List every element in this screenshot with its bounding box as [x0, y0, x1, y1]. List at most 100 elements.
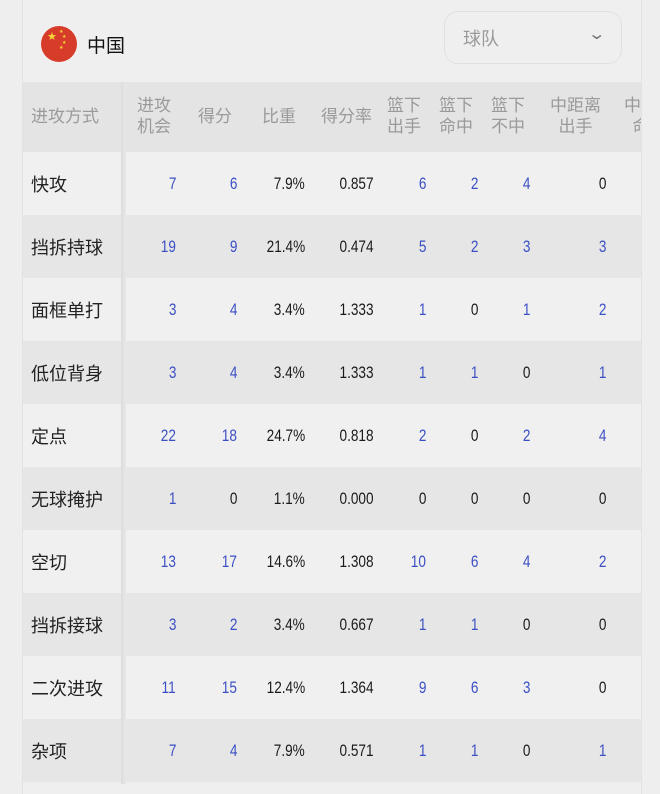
cell-value: 2 — [598, 299, 606, 319]
attack-type: 空切 — [31, 552, 67, 574]
table-cell[interactable]: 22 — [157, 404, 176, 467]
table-row: 无球掩护 1 0 1.1% 0.000 0 0 0 0 — [23, 467, 641, 530]
column-header-label: 中距离命中 — [624, 96, 641, 137]
cell-value: 1 — [522, 299, 530, 319]
cell-value: 18 — [221, 425, 237, 445]
table-cell[interactable]: 6 — [417, 152, 426, 215]
cell-value: 21.4% — [266, 236, 305, 256]
table-cell[interactable]: 4 — [228, 278, 237, 341]
table-row: 二次进攻 11 15 12.4% 1.364 9 6 3 0 — [23, 656, 641, 719]
table-cell[interactable]: 1 — [417, 593, 426, 656]
cell-value: 4 — [229, 299, 237, 319]
table-cell[interactable]: 2 — [469, 215, 478, 278]
column-header[interactable]: 篮下命中 — [438, 82, 474, 152]
table-cell[interactable]: 4 — [597, 404, 606, 467]
table-cell[interactable]: 6 — [228, 152, 237, 215]
cell-value: 11 — [161, 677, 176, 697]
cell-value: 1.333 — [339, 362, 374, 382]
table-cell[interactable]: 1 — [417, 278, 426, 341]
table-cell[interactable]: 9 — [417, 656, 426, 719]
table-cell[interactable]: 1 — [469, 341, 478, 404]
table-cell: 7.9% — [266, 152, 305, 215]
table-cell[interactable]: 3 — [167, 278, 176, 341]
table-cell[interactable]: 3 — [521, 656, 530, 719]
cell-value: 1.364 — [339, 677, 374, 697]
column-header-label: 进攻机会 — [137, 96, 171, 137]
column-header[interactable]: 进攻方式 — [31, 82, 111, 152]
table-cell[interactable]: 1 — [417, 341, 426, 404]
table-cell[interactable]: 4 — [228, 719, 237, 782]
attack-type: 杂项 — [31, 741, 67, 763]
stats-card: ★ ★ ★ ★ ★ 中国 球队 ⌄ 进攻方式 进攻机会 得分 比重 得分率 篮下出手 篮下命… — [22, 0, 642, 794]
table-cell[interactable]: 4 — [228, 341, 237, 404]
table-cell[interactable]: 1 — [521, 278, 530, 341]
team-header: ★ ★ ★ ★ ★ 中国 球队 ⌄ — [23, 0, 641, 82]
table-cell[interactable]: 15 — [218, 656, 237, 719]
table-cell[interactable]: 4 — [521, 152, 530, 215]
table-cell[interactable]: 5 — [417, 215, 426, 278]
column-header-label: 篮下不中 — [491, 96, 525, 137]
table-cell[interactable]: 2 — [469, 152, 478, 215]
attack-type: 二次进攻 — [31, 678, 103, 700]
cell-value: 1.308 — [339, 551, 374, 571]
table-cell[interactable]: 2 — [597, 530, 606, 593]
cell-value: 1 — [418, 362, 426, 382]
column-header[interactable]: 篮下不中 — [490, 82, 526, 152]
table-cell[interactable]: 10 — [407, 530, 426, 593]
column-header[interactable]: 进攻机会 — [136, 82, 172, 152]
column-header[interactable]: 得分 — [197, 82, 233, 152]
table-cell[interactable]: 1 — [469, 593, 478, 656]
table-cell[interactable]: 3 — [521, 215, 530, 278]
cell-value: 19 — [160, 236, 176, 256]
table-cell[interactable]: 2 — [417, 404, 426, 467]
column-header[interactable]: 得分率 — [320, 82, 373, 152]
column-header-label: 进攻方式 — [31, 106, 99, 127]
table-cell[interactable]: 2 — [597, 278, 606, 341]
table-cell[interactable]: 18 — [218, 404, 237, 467]
table-cell[interactable]: 1 — [167, 467, 176, 530]
cell-value: 0.474 — [339, 236, 374, 256]
table-cell[interactable]: 4 — [521, 530, 530, 593]
column-header[interactable]: 中距离命中 — [623, 82, 641, 152]
table-cell[interactable]: 13 — [157, 530, 176, 593]
cell-value: 17 — [221, 551, 237, 571]
attack-type: 面框单打 — [31, 300, 103, 322]
team-select[interactable]: 球队 ⌄ — [444, 11, 622, 64]
column-header[interactable]: 篮下出手 — [386, 82, 422, 152]
attack-type: 定点 — [31, 426, 67, 448]
table-cell[interactable]: 3 — [167, 593, 176, 656]
table-cell[interactable]: 6 — [469, 656, 478, 719]
table-cell[interactable]: 7 — [167, 719, 176, 782]
table-cell[interactable]: 1 — [417, 719, 426, 782]
table-cell: 0.474 — [331, 215, 374, 278]
table-cell[interactable]: 3 — [167, 341, 176, 404]
table-cell[interactable]: 19 — [157, 215, 176, 278]
cell-value: 3.4% — [274, 614, 305, 634]
table-cell[interactable]: 6 — [469, 530, 478, 593]
cell-value: 0 — [598, 677, 606, 697]
table-cell[interactable]: 11 — [158, 656, 176, 719]
table-cell: 0 — [521, 593, 530, 656]
cell-value: 0.000 — [339, 488, 374, 508]
column-header[interactable]: 比重 — [261, 82, 297, 152]
cell-value: 1 — [470, 740, 478, 760]
cell-value: 0.667 — [339, 614, 374, 634]
cell-value: 9 — [229, 236, 237, 256]
table-cell: 0 — [597, 593, 606, 656]
cell-value: 0 — [418, 488, 426, 508]
table-cell[interactable]: 1 — [597, 341, 606, 404]
table-cell[interactable]: 7 — [167, 152, 176, 215]
cell-value: 14.6% — [266, 551, 305, 571]
table-cell[interactable]: 2 — [521, 404, 530, 467]
table-cell[interactable]: 17 — [218, 530, 237, 593]
cell-value: 5 — [418, 236, 426, 256]
table-cell[interactable]: 3 — [597, 215, 606, 278]
table-cell: 24.7% — [257, 404, 305, 467]
table-cell[interactable]: 9 — [228, 215, 237, 278]
table-cell[interactable]: 1 — [469, 719, 478, 782]
cell-value: 0.571 — [339, 740, 374, 760]
table-cell[interactable]: 2 — [228, 593, 237, 656]
column-header[interactable]: 中距离出手 — [549, 82, 602, 152]
table-cell[interactable]: 1 — [597, 719, 606, 782]
cell-value: 2 — [522, 425, 530, 445]
